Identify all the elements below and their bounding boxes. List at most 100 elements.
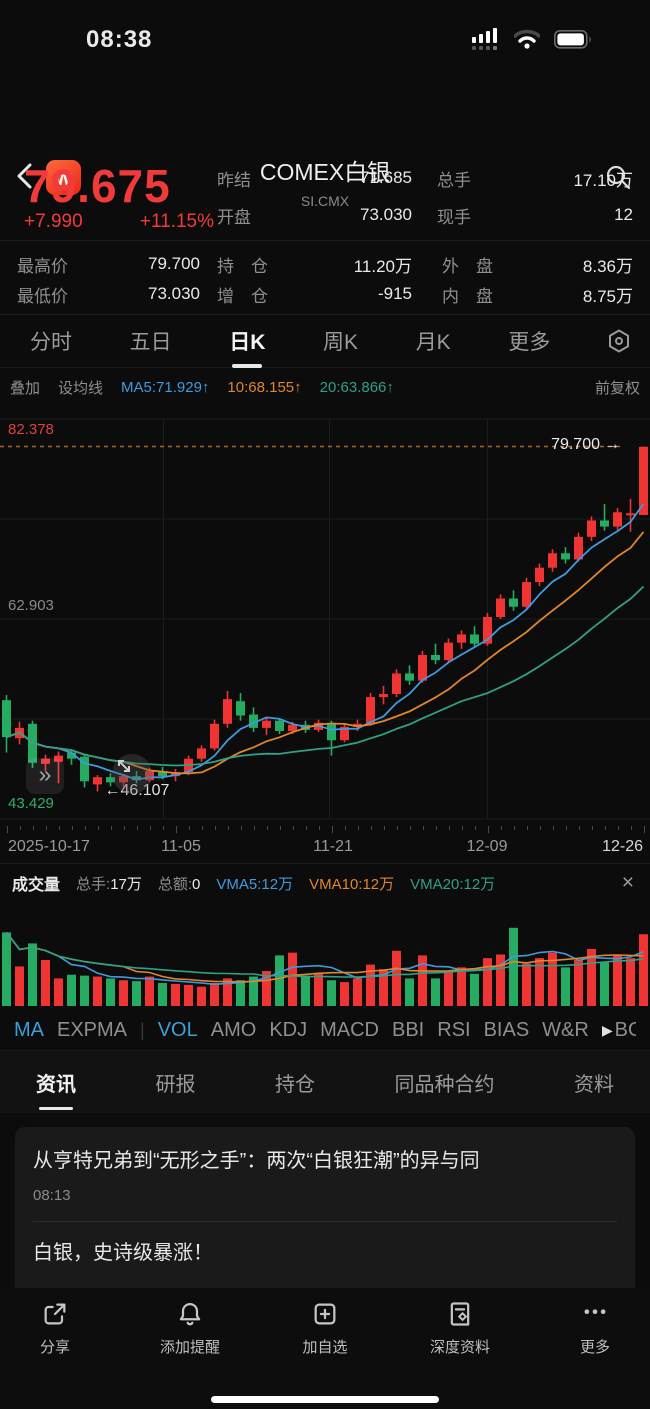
period-low-marker: ←46.107 (104, 782, 170, 800)
oi-change-value: -915 (377, 284, 412, 303)
inner-lots-value: 8.75万 (582, 286, 633, 306)
back-button[interactable] (14, 161, 40, 191)
oi-change-label: 增 仓 (217, 286, 268, 306)
nav-add-alert-button[interactable]: 添加提醒 (155, 1300, 225, 1357)
back-chevron-icon (17, 163, 32, 189)
current-volume-label: 现手 (437, 207, 471, 227)
tab-more-periods[interactable]: 更多 (508, 331, 551, 354)
status-icons (472, 28, 592, 50)
open-value: 73.030 (360, 205, 412, 224)
indicator-tab-vol[interactable]: VOL (157, 1018, 198, 1041)
chart-settings-button[interactable] (606, 328, 632, 354)
nav-deep-info-button[interactable]: 深度资料 (425, 1300, 495, 1357)
last-price: 79.675 (24, 160, 171, 212)
price-change: +7.990 (24, 211, 83, 232)
resize-handle[interactable] (112, 754, 152, 794)
home-indicator[interactable] (211, 1396, 439, 1403)
nav-share-button[interactable]: 分享 (20, 1300, 90, 1357)
indicator-tab-expma[interactable]: EXPMA (57, 1018, 128, 1041)
bell-icon (179, 1302, 201, 1326)
close-volume-pane-button[interactable]: × (621, 871, 634, 894)
battery-icon (554, 29, 591, 49)
x-tick-label: 12-09 (466, 838, 508, 855)
news-tab-ziliao[interactable]: 资料 (574, 1073, 614, 1096)
indicator-tab-rsi[interactable]: RSI (437, 1018, 471, 1041)
indicator-tab-amo[interactable]: AMO (210, 1018, 257, 1041)
indicator-tab-boll[interactable]: ▶ BOLL (601, 1018, 636, 1041)
app-logo[interactable]: w (46, 160, 81, 195)
tab-divider: | (140, 1019, 145, 1040)
indicator-tab-kdj[interactable]: KDJ (269, 1018, 308, 1041)
set-ma-button[interactable]: 设均线 (58, 379, 104, 397)
news-tab-yanbao[interactable]: 研报 (155, 1073, 196, 1096)
search-button[interactable] (604, 163, 632, 191)
outer-lots-label: 外 盘 (442, 256, 493, 276)
y-axis-min-label: 43.429 (8, 795, 54, 812)
tab-5day[interactable]: 五日 (129, 331, 172, 354)
indicator-tab-macd[interactable]: MACD (320, 1018, 379, 1041)
latest-price-flag: 79.700 → (551, 435, 620, 453)
news-tab-zixun[interactable]: 资讯 (34, 1056, 78, 1109)
prev-settle-value: 71.685 (360, 168, 412, 187)
y-axis-max-label: 82.378 (8, 421, 54, 438)
vma5-value: VMA5:12万 (216, 875, 294, 893)
vol-amount-value: 0 (192, 875, 201, 893)
tab-monthly-k[interactable]: 月K (415, 331, 451, 354)
overlay-button[interactable]: 叠加 (10, 379, 41, 397)
instrument-code: SI.CMX (300, 193, 350, 209)
x-axis-ticks (0, 826, 650, 833)
news-item-title[interactable]: 白银，史诗级暴涨！ (33, 1242, 213, 1264)
bottom-nav: 分享 添加提醒 加自选 (0, 1288, 650, 1409)
open-interest-label: 持 仓 (217, 256, 268, 276)
low-label: 最低价 (17, 286, 68, 306)
adjust-mode-button[interactable]: 前复权 (594, 379, 640, 397)
document-diamond-icon (450, 1302, 470, 1326)
vol-lots-value: 17万 (110, 875, 142, 893)
news-item-time: 08:13 (33, 1187, 71, 1204)
status-time: 08:38 (86, 26, 153, 53)
news-tab-contracts[interactable]: 同品种合约 (394, 1073, 495, 1096)
nav-more-button[interactable]: 更多 (560, 1300, 630, 1357)
period-tab-bar: 分时 五日 日K 周K 月K 更多 (0, 315, 650, 368)
kline-chart-canvas[interactable] (0, 406, 650, 826)
prev-settle-label: 昨结 (217, 170, 251, 190)
status-bar: 08:38 (0, 0, 650, 65)
tab-weekly-k[interactable]: 周K (323, 331, 359, 354)
nav-add-watchlist-button[interactable]: 加自选 (290, 1300, 360, 1357)
vol-amount-label: 总额: (157, 875, 193, 893)
diagonal-resize-icon (118, 760, 130, 772)
settings-nut-icon (608, 329, 629, 353)
total-volume-label: 总手 (437, 170, 471, 190)
total-volume-value: 17.10万 (573, 170, 633, 190)
indicator-tab-wr[interactable]: W&R (542, 1018, 589, 1041)
vol-lots-label: 总手: (76, 875, 111, 893)
news-item-title[interactable]: 从亨特兄弟到“无形之手”：两次“白银狂潮”的异与同 (33, 1150, 480, 1172)
x-tick-label: 11-21 (313, 838, 353, 855)
page-title: COMEX白银 (259, 159, 391, 185)
wifi-icon (514, 29, 540, 49)
indicator-tab-ma[interactable]: MA (14, 1018, 44, 1041)
volume-pane (0, 902, 650, 1010)
y-axis-mid-label: 62.903 (8, 597, 54, 614)
ma-indicator-bar: 叠加 设均线 MA5:71.929↑ 10:68.155↑ 20:63.866↑… (0, 368, 650, 406)
x-axis: 2025-10-17 11-05 11-21 12-09 12-26 (0, 826, 650, 864)
volume-header: 成交量 总手:17万 总额:0 VMA5:12万 VMA10:12万 VMA20… (0, 864, 650, 902)
indicator-tab-bias[interactable]: BIAS (483, 1018, 530, 1041)
share-icon (44, 1303, 66, 1325)
zoom-out-button[interactable]: » (26, 758, 64, 794)
add-square-icon (314, 1303, 336, 1325)
ma20-value: 20:63.866↑ (319, 378, 394, 396)
volume-chart-canvas[interactable] (0, 902, 650, 1010)
outer-lots-value: 8.36万 (582, 256, 633, 276)
tab-daily-k[interactable]: 日K (227, 316, 267, 366)
x-tick-label: 2025-10-17 (8, 838, 90, 855)
tab-minute[interactable]: 分时 (30, 331, 72, 354)
header: w COMEX白银 SI.CMX (0, 65, 650, 209)
x-tick-label: 12-26 (602, 838, 643, 855)
high-value: 79.700 (148, 254, 200, 273)
search-icon (606, 165, 631, 190)
indicator-tab-bbi[interactable]: BBI (392, 1018, 425, 1041)
news-card: 从亨特兄弟到“无形之手”：两次“白银狂潮”的异与同 08:13 白银，史诗级暴涨… (15, 1127, 635, 1288)
news-tab-chicang[interactable]: 持仓 (275, 1073, 315, 1096)
